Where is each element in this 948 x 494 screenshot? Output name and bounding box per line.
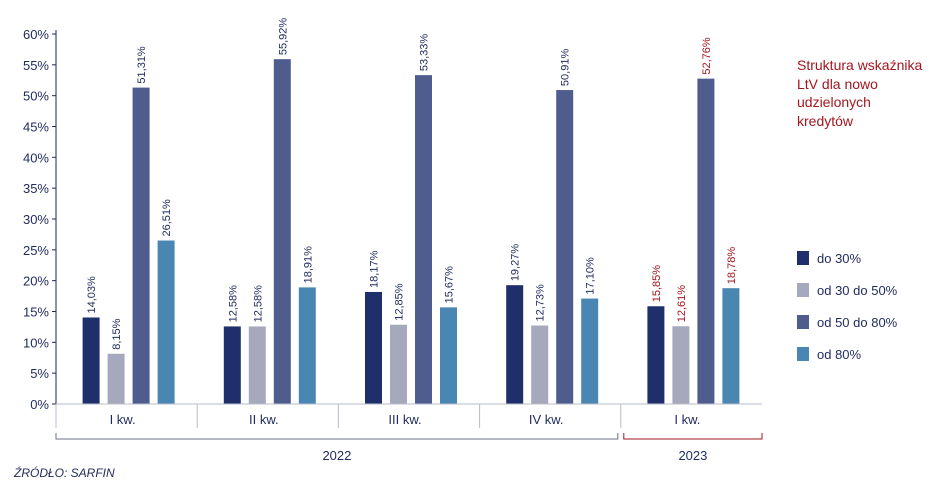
data-label: 8,15% [111, 318, 123, 349]
data-label: 18,78% [726, 247, 738, 285]
bar [531, 325, 549, 404]
bar [506, 285, 524, 404]
y-tick-label: 45% [23, 120, 49, 135]
data-label: 18,17% [369, 250, 381, 288]
data-label: 19,27% [510, 244, 522, 282]
data-label: 18,91% [302, 246, 314, 284]
legend-swatch [797, 283, 809, 297]
legend-item-od-50-do-80: od 50 do 80% [797, 312, 897, 332]
data-label: 12,61% [676, 285, 688, 323]
y-axis: 0% 5% 10% 15% 20% 25% 30% 35% 40% 45% 50% 55% 60% [23, 27, 57, 412]
bar [556, 90, 574, 405]
legend-swatch [797, 347, 809, 361]
year-bracket [55, 433, 619, 440]
y-tick-label: 35% [23, 181, 49, 196]
bar [647, 306, 665, 404]
x-category-label: IV kw. [529, 412, 564, 427]
x-category-label: I kw. [674, 412, 700, 427]
legend: do 30% od 30 do 50% od 50 do 80% od 80% [797, 248, 897, 376]
bar [722, 288, 740, 404]
y-tick-label: 10% [23, 335, 49, 350]
legend-swatch [797, 251, 809, 265]
data-label: 15,67% [444, 266, 456, 304]
data-labels: 14,03% 8,15% 51,31% 26,51% 12,58% 12,58% 55,92… [86, 18, 738, 350]
bar [390, 324, 407, 404]
bar [248, 326, 266, 404]
bar [697, 78, 715, 404]
bar [82, 317, 100, 404]
y-tick-label: 30% [23, 212, 49, 227]
legend-item-od-30-do-50: od 30 do 50% [797, 280, 897, 300]
bar [273, 59, 291, 404]
y-tick-label: 40% [23, 150, 49, 165]
y-tick-label: 25% [23, 243, 49, 258]
bars [82, 59, 740, 405]
legend-label: od 30 do 50% [817, 282, 898, 298]
year-bracket [623, 433, 763, 440]
source-note: ŹRÓDŁO: SARFIN [14, 466, 115, 480]
legend-label: od 80% [817, 346, 862, 362]
x-category-label: II kw. [249, 412, 279, 427]
legend-item-od-80: od 80% [797, 344, 897, 364]
bar [440, 307, 457, 404]
y-tick-label: 5% [30, 366, 49, 381]
data-label: 12,58% [252, 285, 264, 323]
data-label: 51,31% [136, 46, 148, 84]
y-tick-label: 60% [23, 27, 49, 42]
legend-label: od 50 do 80% [817, 314, 898, 330]
data-label: 15,85% [651, 265, 663, 303]
y-tick-label: 55% [23, 58, 49, 73]
legend-title: Struktura wskaźnika LtV dla nowo udzielo… [797, 57, 923, 129]
y-tick-label: 0% [30, 397, 49, 412]
bar [672, 326, 690, 404]
legend-swatch [797, 315, 809, 329]
x-axis: I kw. II kw. III kw. IV kw. I kw. 2022 2023 [55, 403, 763, 463]
bar [365, 291, 382, 404]
bar [415, 75, 432, 405]
data-label: 12,73% [535, 284, 547, 322]
legend-item-do-30: do 30% [797, 248, 897, 268]
bar [581, 298, 599, 404]
legend-label: do 30% [817, 250, 862, 266]
y-tick-label: 50% [23, 89, 49, 104]
year-label: 2023 [678, 448, 707, 463]
data-label: 55,92% [277, 18, 289, 56]
bar [157, 240, 175, 404]
x-category-label: I kw. [110, 412, 136, 427]
data-label: 26,51% [161, 199, 173, 237]
data-label: 14,03% [86, 276, 98, 314]
bar [132, 87, 150, 405]
bar [223, 326, 241, 404]
y-tick-label: 15% [23, 305, 49, 320]
y-tick-label: 20% [23, 274, 49, 289]
data-label: 17,10% [585, 257, 597, 295]
bar [107, 353, 125, 404]
data-label: 12,85% [394, 283, 406, 321]
data-label: 53,33% [419, 34, 431, 72]
x-category-label: III kw. [388, 412, 421, 427]
bar [298, 287, 316, 404]
data-label: 12,58% [227, 285, 239, 323]
data-label: 52,76% [701, 37, 713, 75]
year-label: 2022 [322, 448, 351, 463]
data-label: 50,91% [560, 49, 572, 87]
